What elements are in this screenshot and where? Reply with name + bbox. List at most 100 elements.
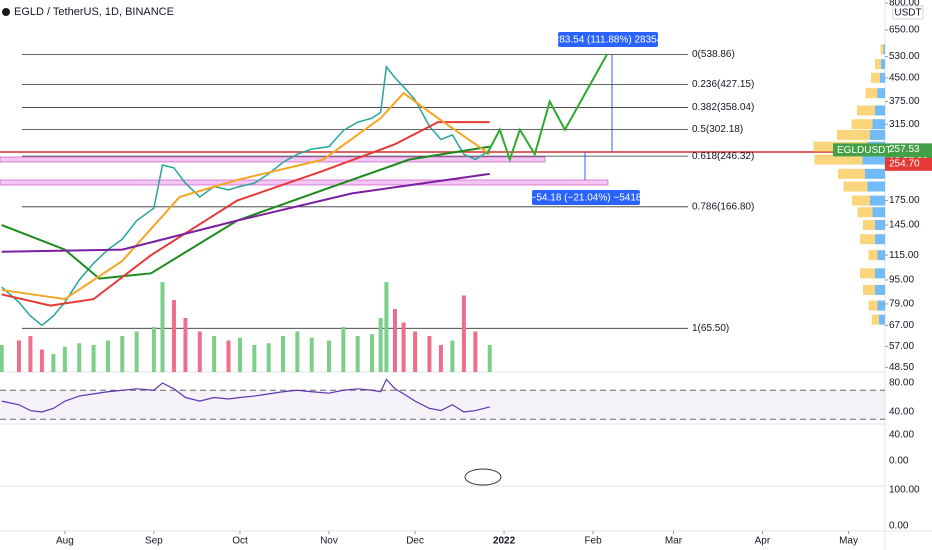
volume-bar — [212, 336, 217, 372]
volume-bar — [461, 295, 466, 372]
series-line — [1, 145, 490, 280]
y-tick-label: 115.00 — [889, 250, 919, 261]
y-tick-label: 800.00 — [889, 0, 920, 9]
profile-sell — [881, 59, 885, 70]
profile-sell — [870, 129, 885, 140]
series-line — [1, 172, 490, 253]
x-tick-label: Oct — [232, 536, 248, 547]
last-price: 257.53 — [889, 144, 920, 155]
symbol-box — [833, 143, 885, 157]
profile-buy — [880, 44, 884, 55]
volume-bar — [16, 340, 21, 372]
fib-label: 0.786(166.80) — [692, 201, 754, 212]
volume-bar — [266, 343, 271, 372]
x-tick-label: Mar — [665, 536, 683, 547]
profile-buy — [875, 59, 881, 70]
x-tick-label: Nov — [320, 536, 338, 547]
y-tick-label: 79.00 — [889, 299, 914, 310]
x-tick-label: Dec — [406, 536, 424, 547]
y-tick-label: 650.00 — [889, 25, 920, 36]
volume-bar — [51, 354, 56, 372]
profile-sell — [872, 207, 885, 218]
pane-tick-label: 0.00 — [889, 521, 909, 532]
currency: USDT — [894, 8, 921, 19]
y-tick-label: 95.00 — [889, 275, 914, 286]
annotation: 283.54 (111.88%) 28354 — [554, 35, 663, 46]
volume-bar — [295, 331, 300, 372]
y-tick-label: 450.00 — [889, 72, 920, 83]
pane-tick-label: 0.00 — [889, 456, 909, 467]
second-price: 254.70 — [889, 158, 920, 169]
profile-sell — [875, 284, 885, 295]
profile-sell — [867, 181, 885, 192]
series-line — [1, 121, 490, 307]
volume-bar — [160, 282, 165, 372]
zone — [0, 156, 546, 163]
annotation: −54.18 (−21.04%) −5418 — [531, 193, 642, 204]
profile-sell — [877, 300, 885, 311]
profile-buy — [843, 181, 868, 192]
fib-label: 0.618(246.32) — [692, 151, 754, 162]
chart-title: EGLD / TetherUS, 1D, BINANCE — [14, 6, 174, 18]
profile-buy — [860, 268, 875, 279]
volume-bar — [77, 343, 82, 372]
volume-bar — [252, 345, 257, 372]
profile-sell — [862, 154, 885, 165]
profile-sell — [879, 314, 885, 325]
y-tick-label: 315.00 — [889, 119, 920, 130]
zone — [0, 179, 609, 186]
profile-sell — [877, 250, 885, 261]
fib-label: 1(65.50) — [692, 323, 729, 334]
volume-bar — [487, 345, 492, 372]
y-tick-label: 175.00 — [889, 195, 920, 206]
volume-bar — [39, 349, 44, 372]
profile-buy — [868, 300, 878, 311]
x-tick-label: Aug — [56, 536, 74, 547]
fib-label: 0.5(302.18) — [692, 124, 743, 135]
volume-bar — [91, 345, 96, 372]
volume-bar — [341, 327, 346, 372]
rsi-line — [1, 378, 490, 413]
volume-bar — [326, 340, 331, 372]
y-tick-label: 57.00 — [889, 341, 914, 352]
profile-sell — [872, 119, 885, 130]
volume-bar — [197, 331, 202, 372]
y-tick-label: 530.00 — [889, 51, 920, 62]
profile-sell — [875, 268, 885, 279]
volume-bar — [226, 340, 231, 372]
profile-sell — [870, 195, 885, 206]
profile-sell — [880, 72, 885, 83]
volume-bar — [151, 327, 156, 372]
volume-bar — [62, 346, 67, 372]
profile-buy — [814, 154, 863, 165]
series-line — [1, 91, 491, 301]
profile-sell — [865, 168, 885, 179]
profile-buy — [852, 195, 870, 206]
volume-bar — [281, 336, 286, 372]
series-line — [485, 53, 609, 163]
fib-label: 0.382(358.04) — [692, 102, 754, 113]
volume-bar — [427, 336, 432, 372]
volume-bar — [450, 340, 455, 372]
volume-bar — [401, 322, 406, 372]
profile-buy — [868, 250, 878, 261]
volume-bar — [384, 282, 389, 372]
volume-bar — [392, 309, 397, 372]
x-tick-label: Apr — [755, 536, 771, 547]
pane-tick-label: 40.00 — [889, 430, 914, 441]
profile-buy — [863, 284, 875, 295]
profile-buy — [857, 105, 875, 116]
fib-label: 0.236(427.15) — [692, 79, 754, 90]
profile-sell — [875, 234, 885, 245]
x-tick-label: May — [839, 536, 858, 547]
profile-sell — [875, 220, 885, 231]
profile-buy — [837, 129, 870, 140]
series-line — [1, 64, 491, 327]
volume-bar — [309, 337, 314, 372]
profile-buy — [860, 234, 875, 245]
volume-bar — [0, 345, 4, 372]
x-tick-label: 2022 — [493, 536, 516, 547]
